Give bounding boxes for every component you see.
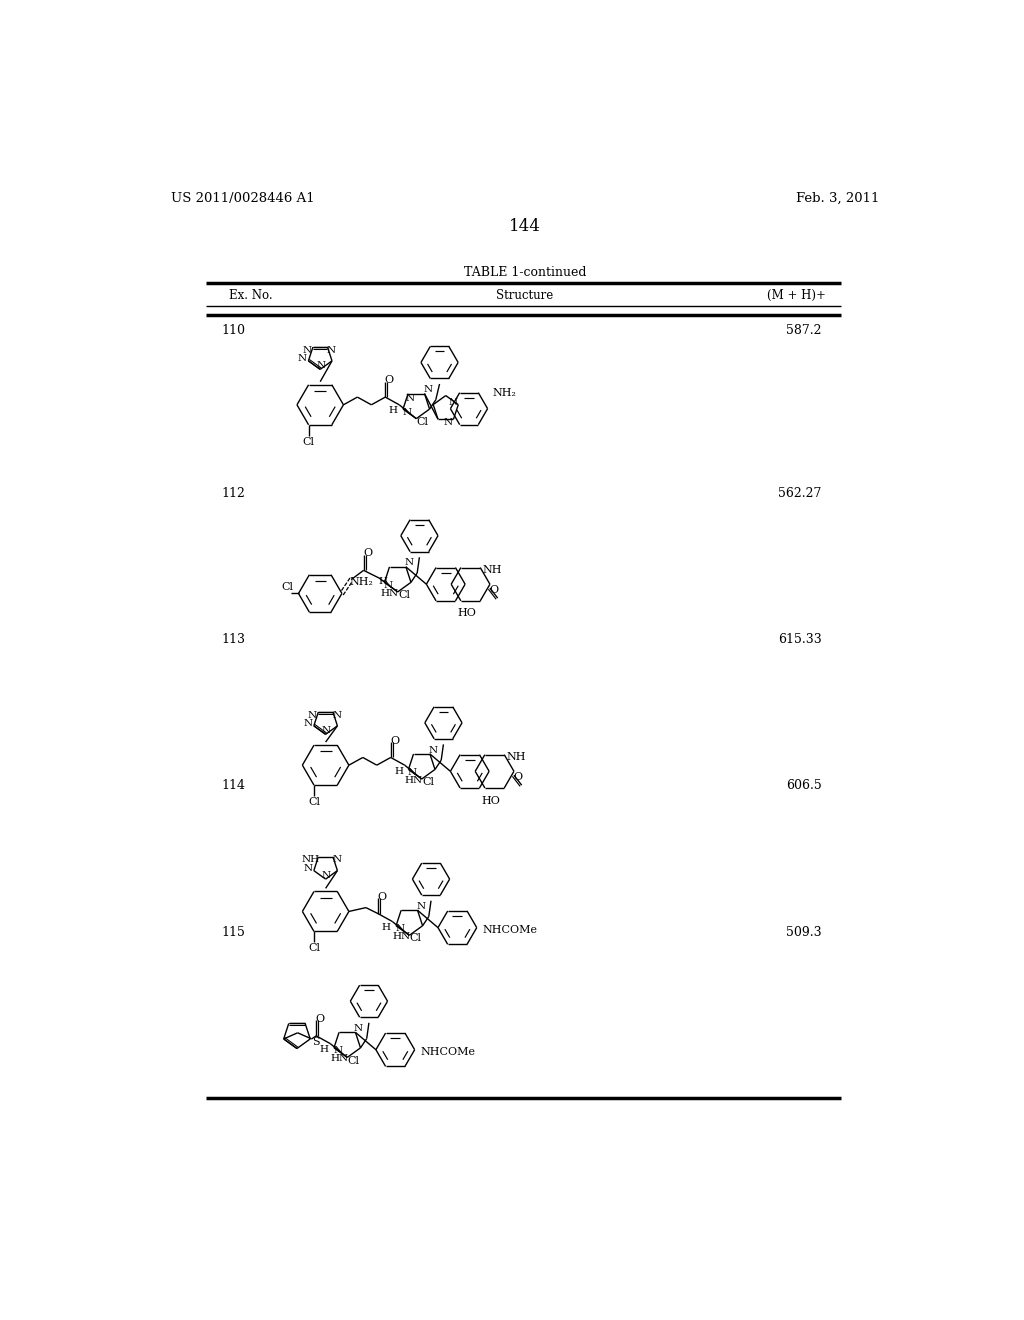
Text: NH₂: NH₂ [349,577,374,587]
Text: N: N [303,863,312,873]
Text: NH₂: NH₂ [493,388,516,399]
Text: Feb. 3, 2011: Feb. 3, 2011 [797,191,880,205]
Text: 615.33: 615.33 [778,634,821,647]
Text: NHCOMe: NHCOMe [482,925,538,935]
Text: Structure: Structure [497,289,553,302]
Text: N: N [406,395,415,404]
Text: HO: HO [481,796,500,805]
Text: Cl: Cl [417,417,428,426]
Text: Cl: Cl [410,933,422,944]
Text: N: N [327,346,336,355]
Text: N: N [332,710,341,719]
Text: Cl: Cl [398,590,410,601]
Text: H: H [319,1045,329,1055]
Text: N: N [384,581,393,590]
Text: Cl: Cl [302,437,314,446]
Text: N: N [443,418,453,426]
Text: NH: NH [301,855,319,865]
Text: 606.5: 606.5 [785,779,821,792]
Text: Cl: Cl [308,797,319,807]
Text: Cl: Cl [347,1056,359,1065]
Text: 562.27: 562.27 [778,487,821,500]
Text: N: N [402,408,412,417]
Text: 587.2: 587.2 [786,323,821,337]
Text: HO: HO [458,609,476,619]
Text: H: H [379,577,387,586]
Text: O: O [489,585,499,595]
Text: N: N [322,726,331,735]
Text: HN: HN [331,1055,348,1064]
Text: NH: NH [482,565,502,576]
Text: 112: 112 [221,487,245,500]
Text: N: N [333,1047,342,1056]
Text: O: O [513,772,522,783]
Text: O: O [390,735,399,746]
Text: N: N [354,1024,364,1034]
Text: N: N [332,855,341,865]
Text: N: N [395,924,404,933]
Text: S: S [312,1038,321,1047]
Text: Cl: Cl [308,944,319,953]
Text: O: O [315,1014,325,1024]
Text: N: N [404,558,414,568]
Text: N: N [423,385,432,395]
Text: N: N [307,710,316,719]
Text: N: N [303,719,312,729]
Text: H: H [394,767,403,776]
Text: O: O [378,892,387,902]
Text: N: N [428,746,437,755]
Text: Cl: Cl [422,777,434,787]
Text: H: H [382,923,390,932]
Text: HN: HN [404,776,423,785]
Text: 115: 115 [221,925,245,939]
Text: Ex. No.: Ex. No. [228,289,272,302]
Text: 509.3: 509.3 [786,925,821,939]
Text: (M + H)+: (M + H)+ [767,289,825,302]
Text: N: N [416,902,425,911]
Text: N: N [316,362,326,370]
Text: TABLE 1-continued: TABLE 1-continued [464,265,586,279]
Text: US 2011/0028446 A1: US 2011/0028446 A1 [171,191,314,205]
Text: N: N [302,346,311,355]
Text: 110: 110 [221,323,245,337]
Text: N: N [298,354,307,363]
Text: HN: HN [392,932,411,941]
Text: NHCOMe: NHCOMe [420,1047,475,1057]
Text: N: N [449,397,458,407]
Text: NH: NH [507,752,526,763]
Text: 144: 144 [509,218,541,235]
Text: H: H [388,407,397,416]
Text: N: N [322,871,331,879]
Text: HN: HN [381,589,399,598]
Text: Cl: Cl [282,582,294,593]
Text: O: O [385,375,394,385]
Text: 113: 113 [221,634,245,647]
Text: N: N [408,768,417,777]
Text: O: O [364,548,373,558]
Text: 114: 114 [221,779,245,792]
